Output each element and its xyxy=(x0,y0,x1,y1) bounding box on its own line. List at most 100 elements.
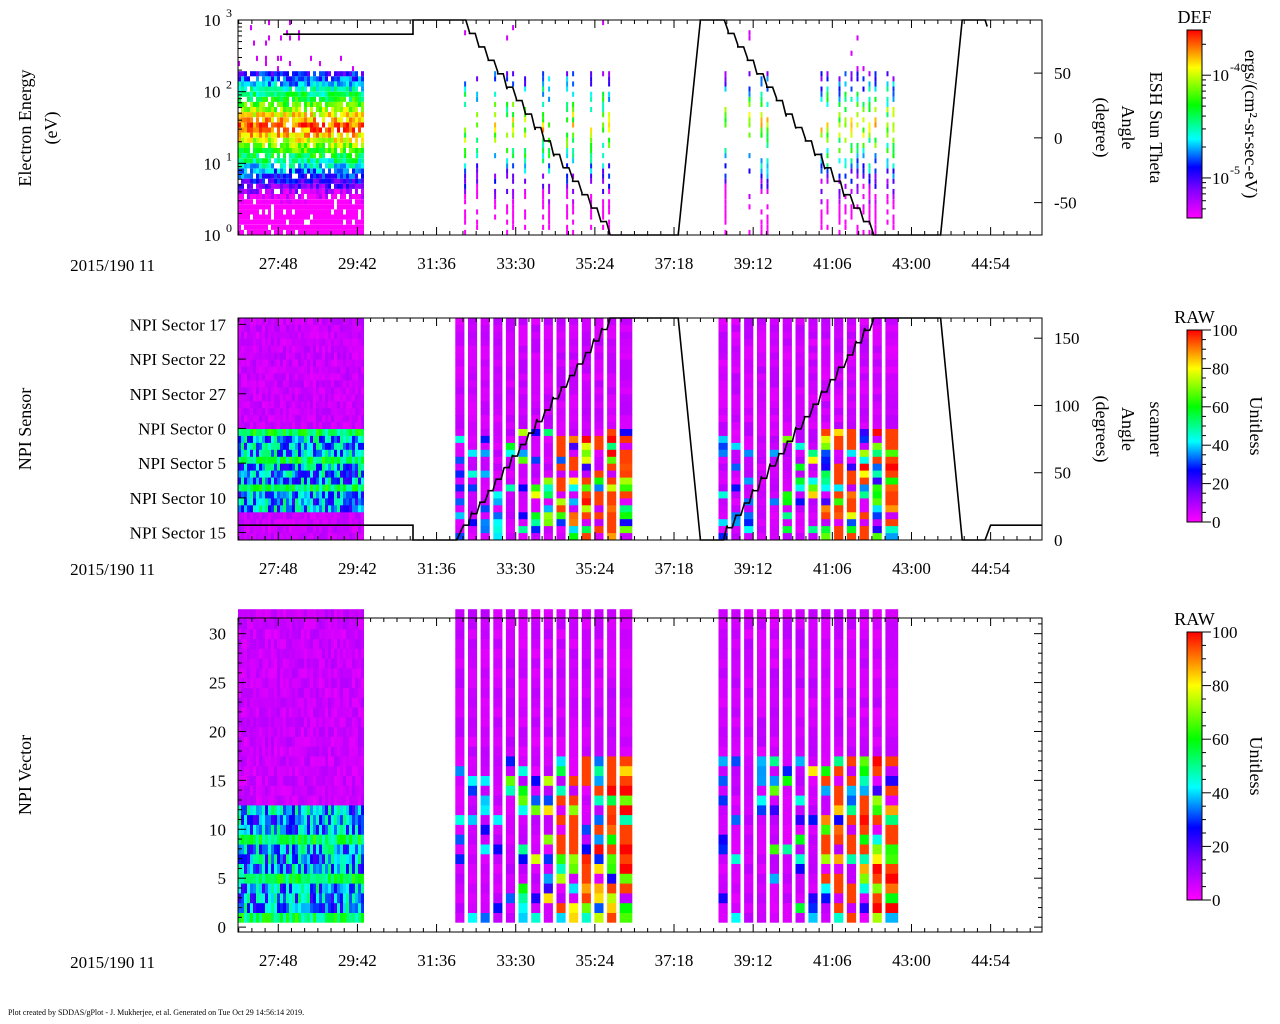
heatmap-cell xyxy=(304,435,307,444)
heatmap-cell xyxy=(782,380,792,388)
heatmap-cell xyxy=(241,112,244,118)
heatmap-cell xyxy=(244,209,247,215)
heatmap-cell xyxy=(572,117,575,123)
heatmap-cell xyxy=(259,736,262,747)
heatmap-cell xyxy=(322,194,325,200)
heatmap-cell xyxy=(256,687,259,698)
heatmap-cell xyxy=(253,380,256,388)
heatmap-cell xyxy=(361,224,364,230)
heatmap-cell xyxy=(316,324,319,333)
heatmap-cell xyxy=(241,71,244,77)
heatmap-cell xyxy=(760,173,763,179)
heatmap-cell xyxy=(268,127,271,133)
heatmap-cell xyxy=(244,153,247,159)
heatmap-cell xyxy=(548,219,551,225)
heatmap-cell xyxy=(594,394,604,402)
heatmap-cell xyxy=(295,401,298,409)
heatmap-cell xyxy=(304,112,307,118)
heatmap-cell xyxy=(328,168,331,174)
heatmap-cell xyxy=(295,338,298,347)
heatmap-cell xyxy=(868,173,871,179)
heatmap-cell xyxy=(868,101,871,107)
heatmap-cell xyxy=(319,456,322,465)
heatmap-cell xyxy=(594,498,604,506)
heatmap-cell xyxy=(581,331,591,340)
heatmap-cell xyxy=(262,697,265,708)
heatmap-cell xyxy=(337,158,340,164)
heatmap-cell xyxy=(277,122,280,128)
heatmap-cell xyxy=(274,449,277,458)
heatmap-cell xyxy=(361,122,364,128)
heatmap-cell xyxy=(274,853,277,864)
heatmap-cell xyxy=(352,533,355,541)
heatmap-cell xyxy=(289,194,292,200)
heatmap-cell xyxy=(340,91,343,97)
heatmap-cell xyxy=(244,71,247,77)
heatmap-cell xyxy=(731,491,741,499)
heatmap-cell xyxy=(337,324,340,333)
heatmap-cell xyxy=(607,318,617,326)
heatmap-cell xyxy=(301,512,304,520)
heatmap-cell xyxy=(277,117,280,123)
heatmap-cell xyxy=(885,470,899,478)
heatmap-cell xyxy=(247,76,250,82)
heatmap-cell xyxy=(259,435,262,444)
heatmap-cell xyxy=(757,449,767,458)
heatmap-cell xyxy=(337,101,340,107)
heatmap-cell xyxy=(247,127,250,133)
heatmap-cell xyxy=(307,318,310,326)
heatmap-cell xyxy=(283,158,286,164)
heatmap-cell xyxy=(821,470,831,478)
heatmap-cell xyxy=(346,214,349,220)
heatmap-cell xyxy=(480,366,490,374)
heatmap-cell xyxy=(262,726,265,737)
heatmap-cell xyxy=(313,338,316,347)
heatmap-cell xyxy=(358,401,361,409)
heatmap-cell xyxy=(310,380,313,388)
heatmap-cell xyxy=(286,387,289,395)
heatmap-cell xyxy=(505,477,515,485)
heatmap-cell xyxy=(253,844,256,855)
heatmap-cell xyxy=(301,188,304,194)
heatmap-cell xyxy=(455,415,465,423)
heatmap-cell xyxy=(256,844,259,855)
heatmap-cell xyxy=(265,188,268,194)
heatmap-cell xyxy=(346,178,349,184)
heatmap-cell xyxy=(262,892,265,904)
heatmap-cell xyxy=(361,456,364,465)
heatmap-cell xyxy=(256,765,259,776)
heatmap-cell xyxy=(594,526,604,534)
heatmap-cell xyxy=(292,415,295,423)
heatmap-cell xyxy=(286,677,289,688)
heatmap-cell xyxy=(253,667,256,679)
heatmap-cell xyxy=(493,331,503,340)
heatmap-cell xyxy=(295,183,298,189)
heatmap-cell xyxy=(325,394,328,402)
heatmap-cell xyxy=(782,484,792,492)
heatmap-cell xyxy=(744,366,754,374)
heatmap-cell xyxy=(283,687,286,698)
heatmap-cell xyxy=(262,505,265,513)
heatmap-cell xyxy=(464,148,467,154)
heatmap-cell xyxy=(328,71,331,77)
heatmap-cell xyxy=(343,373,346,381)
heatmap-cell xyxy=(262,456,265,465)
heatmap-cell xyxy=(274,814,277,825)
heatmap-cell xyxy=(241,491,244,499)
heatmap-cell xyxy=(268,863,271,874)
heatmap-cell xyxy=(298,366,301,374)
heatmap-cell xyxy=(328,188,331,194)
heatmap-cell xyxy=(325,183,328,189)
heatmap-cell xyxy=(313,345,316,354)
heatmap-cell xyxy=(319,107,322,113)
heatmap-cell xyxy=(581,359,591,367)
heatmap-cell xyxy=(844,91,847,97)
heatmap-cell xyxy=(346,456,349,465)
heatmap-cell xyxy=(757,408,767,416)
heatmap-cell xyxy=(265,422,268,430)
heatmap-cell xyxy=(304,178,307,184)
heatmap-cell xyxy=(325,512,328,520)
heatmap-cell xyxy=(307,127,310,133)
heatmap-cell xyxy=(859,470,869,478)
heatmap-cell xyxy=(337,435,340,444)
